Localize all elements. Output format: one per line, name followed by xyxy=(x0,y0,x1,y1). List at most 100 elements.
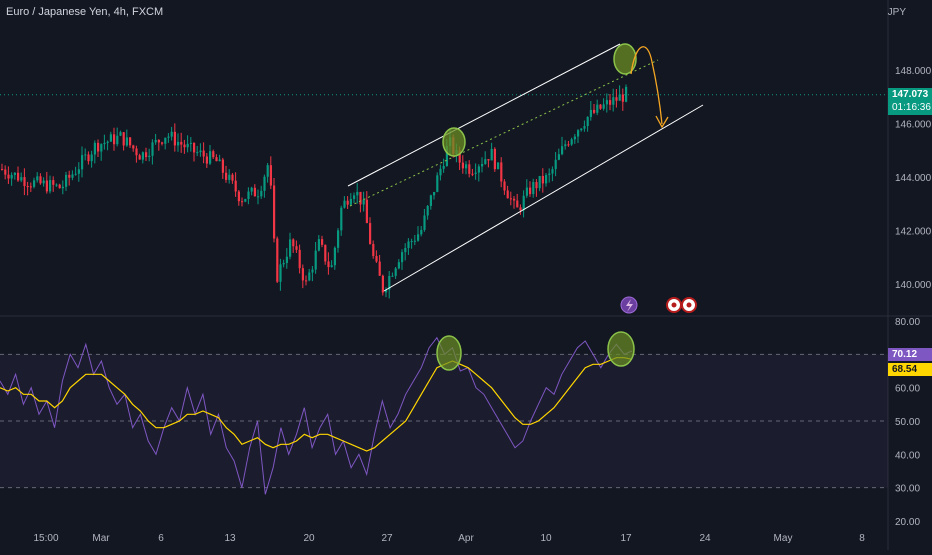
candle xyxy=(413,240,416,242)
candle xyxy=(522,195,525,211)
candle xyxy=(298,249,301,269)
candle xyxy=(301,268,304,281)
rsi-tick-label: 60.00 xyxy=(895,384,920,395)
rsi-tick-label: 30.00 xyxy=(895,484,920,495)
highlight-circle-rsi-1 xyxy=(436,335,462,371)
candle xyxy=(215,157,218,162)
candle xyxy=(87,154,90,162)
candle xyxy=(244,199,247,202)
candle xyxy=(106,141,109,143)
bar-countdown: 01:16:36 xyxy=(892,102,931,113)
candle xyxy=(10,175,13,179)
candle xyxy=(461,162,464,169)
candle xyxy=(493,148,496,170)
time-tick-label: 13 xyxy=(224,533,236,544)
candle xyxy=(490,148,493,161)
candle xyxy=(471,173,474,175)
candle xyxy=(388,275,391,290)
candle xyxy=(132,145,135,149)
symbol-title[interactable]: Euro / Japanese Yen, 4h, FXCM xyxy=(6,6,164,18)
candle xyxy=(333,247,336,266)
candle xyxy=(509,198,512,200)
candle xyxy=(13,172,16,176)
candle xyxy=(193,142,196,153)
candle xyxy=(516,200,519,208)
channel-mid-line xyxy=(349,59,659,207)
highlight-circle-price-1 xyxy=(442,127,466,157)
projection-arrow xyxy=(630,46,663,125)
candle xyxy=(615,97,618,101)
candle xyxy=(474,172,477,174)
candle xyxy=(330,265,333,268)
candle xyxy=(116,135,119,145)
candle xyxy=(209,151,212,164)
time-tick-label: 20 xyxy=(303,533,315,544)
candle xyxy=(36,176,39,181)
candle xyxy=(487,159,490,161)
candle xyxy=(577,130,580,137)
candle xyxy=(583,126,586,129)
candle xyxy=(273,185,276,239)
candle xyxy=(138,155,141,160)
candle xyxy=(397,262,400,269)
candle xyxy=(426,205,429,216)
candle xyxy=(263,176,266,191)
rsi-tick-label: 80.00 xyxy=(895,317,920,328)
candle xyxy=(407,241,410,248)
candle xyxy=(612,97,615,105)
candle xyxy=(23,177,26,187)
time-tick-label: 27 xyxy=(381,533,393,544)
rsi-ma-value-tag: 68.54 xyxy=(888,363,932,376)
candle xyxy=(122,132,125,146)
candle xyxy=(596,104,599,113)
candle xyxy=(385,289,388,293)
highlight-circle-price-2 xyxy=(613,43,637,75)
candle xyxy=(580,128,583,131)
candle xyxy=(100,144,103,152)
candle xyxy=(375,255,378,262)
candle xyxy=(7,174,10,179)
candle xyxy=(228,174,231,180)
last-price-tag: 147.073 01:16:36 xyxy=(888,88,932,115)
candle xyxy=(234,180,237,192)
price-tick-label: 148.000 xyxy=(895,66,932,77)
event-icon-dot xyxy=(671,302,677,308)
time-tick-label: 8 xyxy=(859,533,865,544)
candle xyxy=(81,155,84,170)
lightning-icon-glyph xyxy=(626,299,633,312)
candle xyxy=(212,151,215,158)
candle xyxy=(218,159,221,162)
candle xyxy=(378,261,381,276)
candle xyxy=(250,187,253,192)
candle xyxy=(109,134,112,142)
rsi-tick-label: 20.00 xyxy=(895,517,920,528)
rsi-ma-line xyxy=(0,357,633,452)
candle xyxy=(90,154,93,162)
candle xyxy=(247,191,250,200)
candle xyxy=(125,137,128,146)
candle xyxy=(135,148,138,156)
candle xyxy=(321,239,324,245)
candle xyxy=(513,198,516,201)
candle xyxy=(324,244,327,262)
candle xyxy=(161,142,164,144)
candle xyxy=(260,190,263,197)
candle xyxy=(548,173,551,175)
candle xyxy=(231,174,234,181)
candle xyxy=(365,199,368,224)
candle xyxy=(609,100,612,105)
candle xyxy=(327,261,330,268)
candle xyxy=(465,164,468,169)
candle xyxy=(497,162,500,170)
candle xyxy=(573,136,576,140)
time-tick-label: 17 xyxy=(620,533,632,544)
candle xyxy=(84,154,87,156)
candle xyxy=(532,182,535,195)
candle xyxy=(593,109,596,113)
candle xyxy=(561,146,564,155)
time-tick-label: 6 xyxy=(158,533,164,544)
candle xyxy=(589,109,592,117)
candle xyxy=(442,166,445,169)
